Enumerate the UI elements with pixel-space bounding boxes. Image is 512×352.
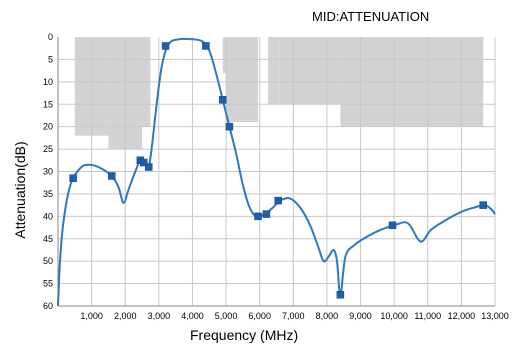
x-tick-label: 9,000 xyxy=(349,311,372,321)
y-tick-label: 60 xyxy=(43,301,53,311)
y-tick-label: 20 xyxy=(43,122,53,132)
data-marker xyxy=(139,158,148,167)
data-marker xyxy=(108,172,116,180)
x-tick-label: 2,000 xyxy=(114,311,137,321)
x-tick-label: 13,000 xyxy=(481,311,509,321)
x-tick-label: 1,000 xyxy=(80,311,103,321)
data-marker xyxy=(69,174,77,182)
data-marker xyxy=(262,210,271,218)
y-tick-label: 15 xyxy=(43,99,53,109)
x-tick-label: 11,000 xyxy=(414,311,441,321)
y-tick-label: 35 xyxy=(43,189,53,199)
spec-mask-regions xyxy=(74,37,484,150)
axes xyxy=(57,37,496,307)
chart-title: MID:ATTENUATION xyxy=(312,9,430,24)
y-tick-label: 45 xyxy=(43,234,53,244)
mask-region xyxy=(226,37,259,123)
x-tick-label: 6,000 xyxy=(248,311,271,321)
attenuation-series xyxy=(57,37,496,307)
x-tick-label: 8,000 xyxy=(316,311,339,321)
y-tick-label: 0 xyxy=(48,32,53,42)
data-marker xyxy=(225,122,234,131)
y-tick-label: 40 xyxy=(43,211,53,221)
y-tick-label: 25 xyxy=(43,144,53,154)
mask-region xyxy=(268,37,280,105)
data-marker xyxy=(274,196,282,205)
data-marker xyxy=(161,42,170,50)
data-marker xyxy=(202,42,210,50)
data-marker xyxy=(218,96,227,104)
attenuation-markers xyxy=(69,42,487,299)
mask-region xyxy=(222,37,227,73)
mask-region xyxy=(279,37,341,105)
y-tick-label: 5 xyxy=(48,54,53,64)
y-tick-label: 50 xyxy=(43,256,53,266)
x-tick-label: 4,000 xyxy=(181,311,204,321)
x-tick-label: 12,000 xyxy=(448,311,476,321)
attenuation-curve xyxy=(57,37,496,307)
data-marker xyxy=(388,221,397,230)
grid-lines xyxy=(58,37,495,306)
y-tick-label: 55 xyxy=(43,279,53,289)
x-tick-label: 10,000 xyxy=(380,311,408,321)
data-marker xyxy=(254,212,262,221)
x-tick-label: 3,000 xyxy=(148,311,171,321)
x-tick-label: 5,000 xyxy=(215,311,238,321)
data-marker xyxy=(336,291,345,299)
x-axis-label: Frequency (MHz) xyxy=(190,327,299,343)
x-tick-label: 7,000 xyxy=(282,311,305,321)
y-tick-label: 30 xyxy=(43,167,53,177)
data-marker xyxy=(145,163,153,171)
x-tick-labels: 1,000 2,000 3,000 4,000 5,000 6,000 7,000 8,000… xyxy=(80,311,508,321)
data-marker xyxy=(479,201,487,209)
y-tick-labels: 0 5 10 15 20 25 30 35 40 45 50 55 60 xyxy=(43,32,53,311)
y-tick-label: 10 xyxy=(43,77,53,87)
